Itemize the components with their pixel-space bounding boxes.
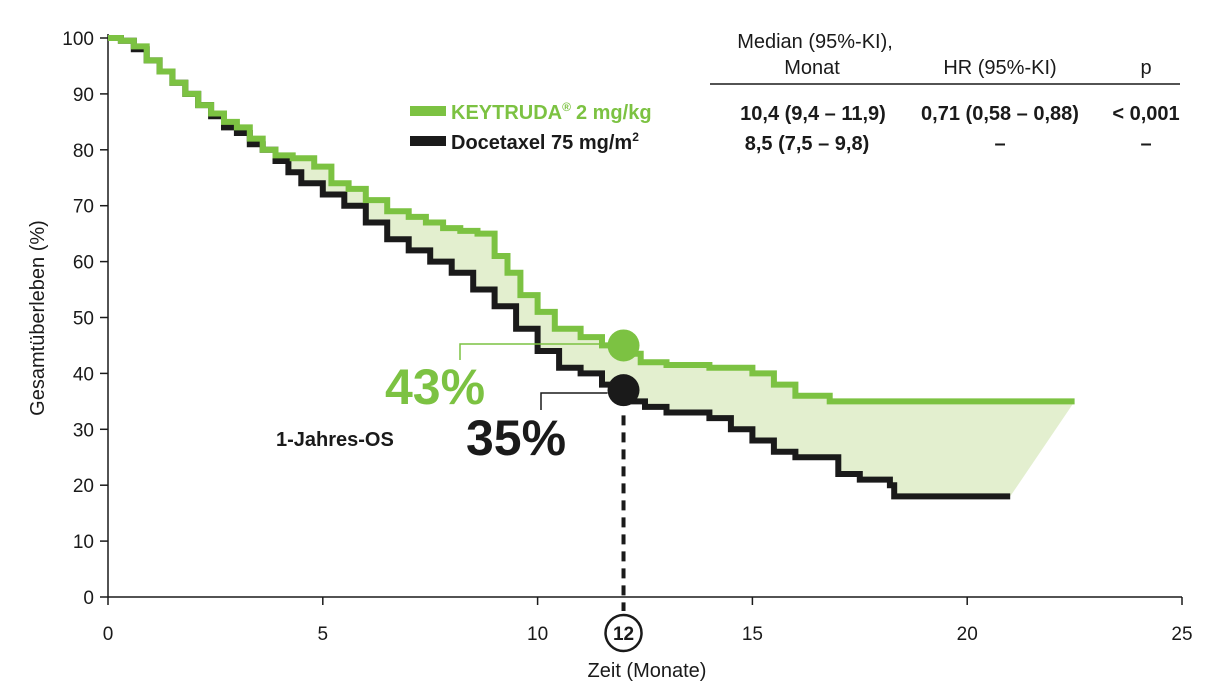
y-axis-ticks: 0 10 20 30 40 50 60 70 80 90 100 (62, 29, 108, 609)
keytruda-one-year-point (607, 329, 640, 362)
docetaxel-annotation-leader (540, 392, 608, 410)
table-row-docetaxel-p: – (1140, 133, 1151, 155)
x-tick-label: 10 (527, 624, 548, 645)
table-row-keytruda-median: 10,4 (9,4 – 11,9) (740, 103, 886, 125)
legend-swatch-keytruda (410, 106, 446, 116)
x-tick-label: 0 (103, 624, 114, 645)
table-row-keytruda-p: < 0,001 (1112, 103, 1179, 125)
x-tick-label: 15 (742, 624, 763, 645)
y-tick-label: 0 (83, 588, 94, 609)
registered-mark: ® (562, 100, 571, 114)
table-header-hr: HR (95%-KI) (943, 57, 1056, 79)
y-tick-label: 30 (73, 420, 94, 441)
table-row-keytruda-hr: 0,71 (0,58 – 0,88) (921, 103, 1079, 125)
table-row-docetaxel-median: 8,5 (7,5 – 9,8) (745, 133, 870, 155)
docetaxel-one-year-percentage: 35% (466, 410, 566, 466)
y-tick-label: 90 (73, 85, 94, 106)
legend: KEYTRUDA® 2 mg/kg Docetaxel 75 mg/m2 (410, 100, 652, 154)
twelve-month-tick-label: 12 (613, 624, 634, 645)
y-tick-label: 40 (73, 364, 94, 385)
twelve-month-tick-circle (604, 613, 643, 653)
docetaxel-one-year-point (607, 374, 640, 407)
table-header-median: Median (95%-KI), (737, 31, 893, 53)
y-tick-label: 10 (73, 532, 94, 553)
y-tick-label: 20 (73, 476, 94, 497)
legend-swatch-docetaxel (410, 136, 446, 146)
keytruda-survival-line (108, 35, 1075, 405)
y-tick-label: 60 (73, 253, 94, 274)
one-year-os-label: 1-Jahres-OS (276, 429, 394, 451)
x-tick-label: 25 (1171, 624, 1192, 645)
keytruda-annotation-leader (459, 343, 608, 360)
statistics-table: Median (95%-KI), Monat HR (95%-KI) p 10,… (710, 31, 1180, 155)
table-header-month: Monat (784, 57, 840, 79)
axes (107, 34, 1182, 598)
legend-label-docetaxel: Docetaxel 75 mg/m2 (451, 130, 639, 154)
survival-difference-area (108, 38, 1075, 497)
y-tick-label: 70 (73, 197, 94, 218)
x-axis-ticks: 0 5 10 15 20 25 (103, 597, 1193, 645)
x-tick-label: 5 (318, 624, 329, 645)
table-row-docetaxel-hr: – (994, 133, 1005, 155)
y-axis-title: Gesamtüberleben (%) (27, 220, 49, 416)
x-axis-title: Zeit (Monate) (588, 660, 707, 682)
legend-label-keytruda: KEYTRUDA® 2 mg/kg (451, 100, 652, 124)
x-tick-label: 20 (957, 624, 978, 645)
keytruda-one-year-percentage: 43% (385, 359, 485, 415)
y-tick-label: 100 (62, 29, 94, 50)
y-tick-label: 80 (73, 141, 94, 162)
table-header-p: p (1140, 57, 1151, 79)
y-tick-label: 50 (73, 309, 94, 330)
